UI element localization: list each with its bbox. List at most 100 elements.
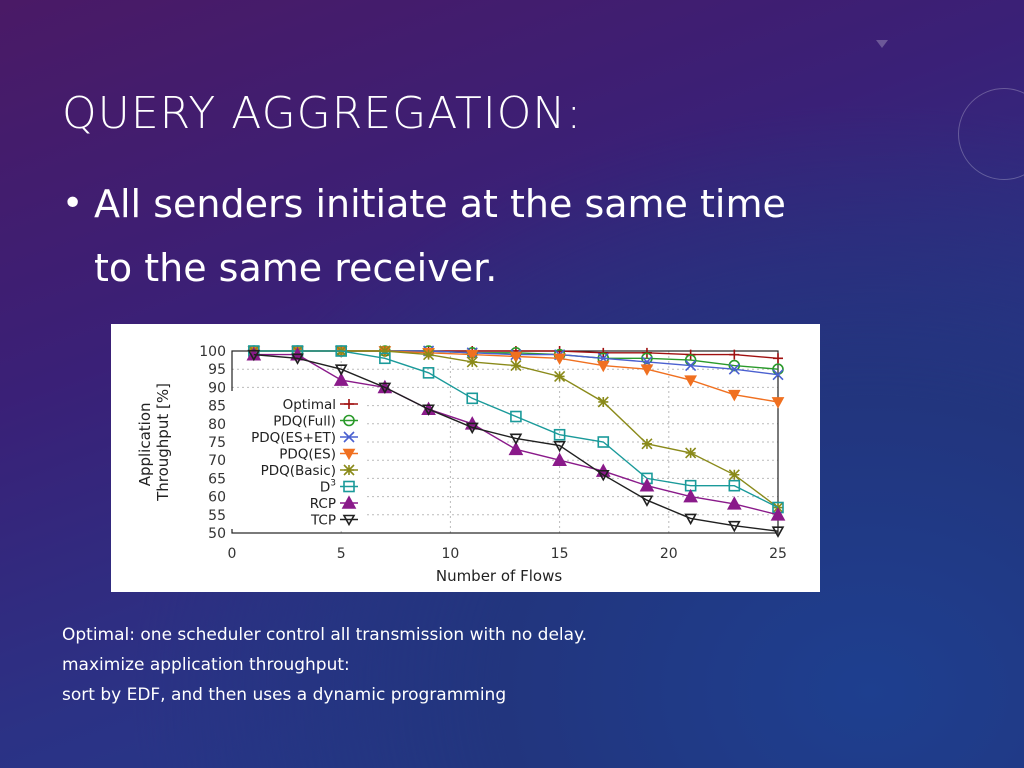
data-point — [597, 436, 610, 448]
x-tick-label: 20 — [660, 546, 678, 562]
data-point — [640, 364, 654, 376]
data-point — [466, 356, 478, 368]
data-point — [333, 372, 349, 386]
note-line: maximize application throughput: — [62, 655, 350, 675]
bullet-dot: • — [62, 183, 84, 224]
data-point — [379, 352, 391, 365]
y-tick-label: 80 — [208, 417, 226, 433]
y-tick-label: 50 — [208, 526, 226, 542]
y-tick-label: 65 — [208, 471, 226, 487]
chart-panel: 50 55 60 65 70 75 80 85 90 95 100 0 5 10 15 20 25 Optima… — [111, 324, 820, 592]
data-point — [728, 469, 740, 481]
data-point — [771, 526, 785, 538]
y-axis-label: Application Throughput [%] — [136, 383, 172, 502]
data-point — [247, 349, 261, 362]
x-tick-label: 5 — [337, 546, 346, 562]
data-point — [552, 452, 567, 466]
throughput-chart: 50 55 60 65 70 75 80 85 90 95 100 0 5 10 15 20 25 Optima… — [136, 344, 787, 585]
legend-label: Optimal — [283, 397, 336, 413]
data-point — [335, 345, 347, 357]
data-point — [728, 363, 740, 375]
data-point — [553, 428, 566, 441]
data-point — [342, 448, 356, 461]
legend: OptimalPDQ(Full)PDQ(ES+ET)PDQ(ES)PDQ(Bas… — [228, 391, 365, 529]
data-point — [334, 364, 348, 376]
x-axis-label: Number of Flows — [436, 567, 562, 585]
series-tcp — [247, 349, 785, 538]
y-tick-label: 95 — [208, 362, 226, 378]
data-point — [771, 397, 785, 409]
data-point — [343, 414, 355, 427]
legend-label: PDQ(ES) — [279, 447, 336, 463]
data-point — [641, 438, 653, 450]
data-point — [510, 410, 522, 423]
note-line: sort by EDF, and then uses a dynamic pro… — [62, 685, 507, 705]
data-point — [344, 399, 354, 409]
data-point — [508, 441, 524, 456]
data-point — [773, 353, 783, 364]
data-point — [466, 392, 479, 405]
y-tick-label: 75 — [208, 435, 226, 451]
notes: Optimal: one scheduler control all trans… — [62, 620, 587, 710]
data-point — [683, 488, 698, 503]
series-line — [253, 350, 779, 509]
series — [246, 345, 786, 538]
data-point — [596, 469, 610, 482]
data-point — [343, 464, 355, 476]
data-point — [685, 359, 697, 372]
legend-label: RCP — [310, 496, 336, 512]
data-point — [596, 360, 610, 373]
data-point — [684, 375, 697, 387]
bullet-text: All senders initiate at the same time to… — [94, 182, 786, 290]
data-point — [378, 382, 392, 395]
y-tick-label: 70 — [208, 453, 226, 469]
data-point — [770, 507, 786, 521]
x-tick-label: 25 — [769, 546, 787, 562]
y-tick-label: 90 — [208, 380, 226, 396]
y-tick-label: 55 — [208, 508, 226, 524]
data-point — [341, 495, 357, 509]
data-point — [729, 349, 740, 360]
legend-label: PDQ(Full) — [273, 414, 336, 430]
y-tick-label: 85 — [208, 399, 226, 415]
data-point — [640, 495, 654, 507]
data-point — [422, 349, 435, 361]
data-point — [554, 370, 566, 383]
data-point — [772, 369, 784, 381]
data-point — [343, 431, 355, 443]
x-tick-label: 10 — [441, 546, 459, 562]
data-point — [509, 433, 523, 446]
data-point — [685, 447, 697, 459]
data-point — [510, 359, 522, 372]
data-point — [291, 353, 304, 365]
data-point — [553, 353, 566, 365]
data-point — [641, 352, 653, 365]
data-point — [684, 513, 697, 526]
data-point — [422, 404, 435, 416]
data-point — [728, 479, 741, 492]
legend-label: TCP — [310, 513, 336, 529]
decorative-ring — [958, 88, 1024, 180]
series-line — [253, 353, 779, 532]
data-point — [379, 345, 391, 357]
data-point — [509, 351, 523, 364]
slide-title: QUERY AGGREGATION: — [62, 88, 583, 139]
data-point — [597, 396, 609, 408]
data-point — [727, 389, 741, 402]
bullet-item: • All senders initiate at the same time … — [62, 172, 822, 300]
y-tick-label: 100 — [199, 344, 226, 360]
x-tick-label: 15 — [551, 546, 569, 562]
x-tick-label: 0 — [228, 546, 237, 562]
data-point — [465, 349, 479, 362]
legend-bg — [228, 391, 365, 529]
legend-label: PDQ(ES+ET) — [251, 430, 336, 446]
data-point — [639, 478, 655, 492]
data-point — [728, 359, 741, 372]
legend-label: PDQ(Basic) — [261, 463, 336, 479]
decorative-triangle — [876, 40, 888, 48]
y-tick-label: 60 — [208, 490, 226, 506]
data-point — [465, 422, 479, 435]
data-point — [726, 496, 742, 510]
data-point — [727, 520, 741, 533]
data-point — [342, 514, 356, 527]
